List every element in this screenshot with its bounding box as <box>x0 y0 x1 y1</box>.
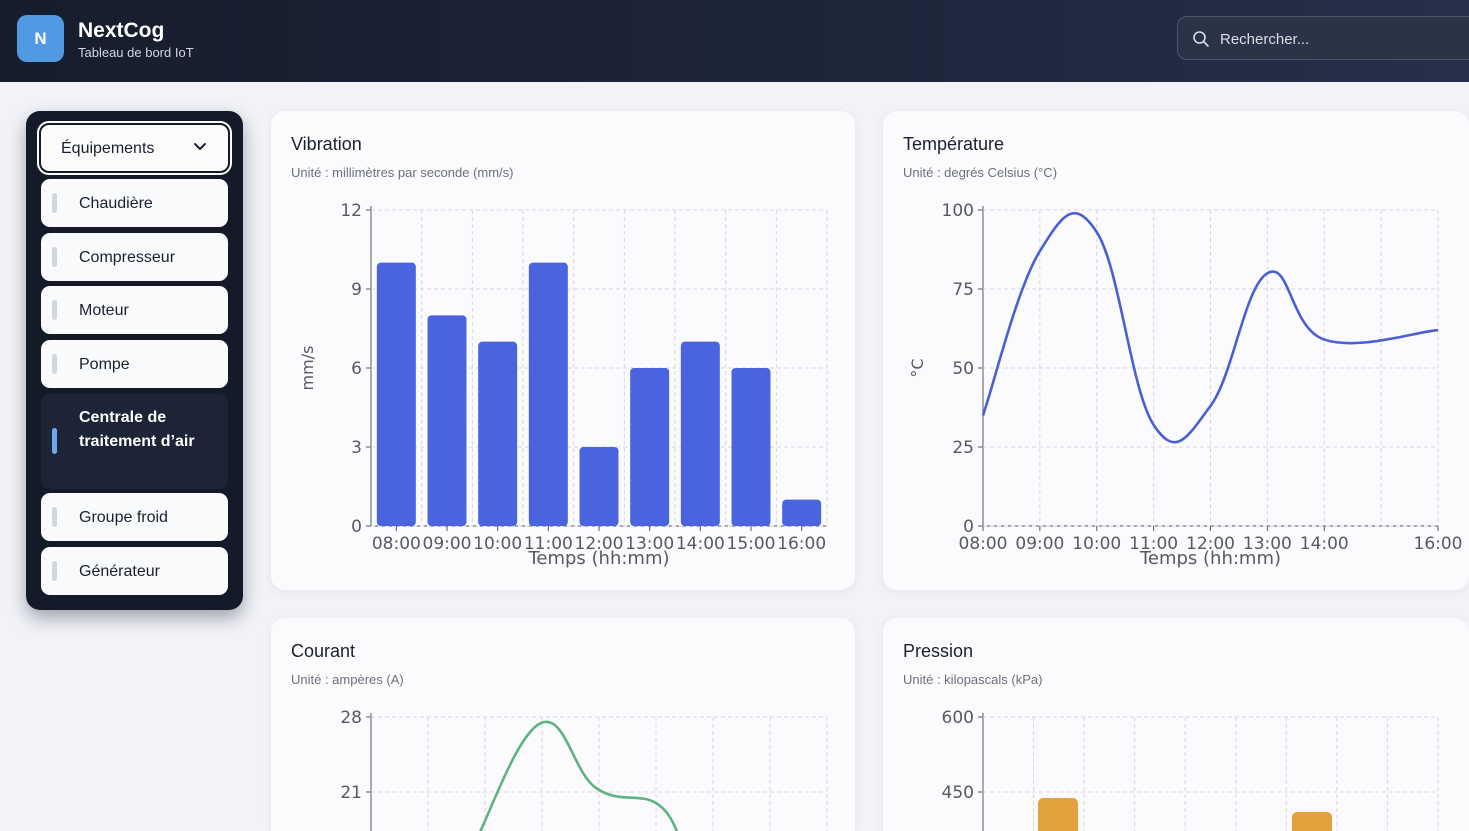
item-indicator <box>52 247 57 267</box>
x-tick-label: 10:00 <box>1072 534 1121 554</box>
y-tick-label: 9 <box>351 280 362 300</box>
bar-16:00 <box>782 499 822 526</box>
item-indicator <box>52 300 57 320</box>
y-axis-label: mm/s <box>298 346 317 391</box>
sidebar-item-centrale-traitement-air[interactable]: Centrale de traitement d’air <box>41 394 228 489</box>
sidebar-item-generateur[interactable]: Générateur <box>41 547 228 595</box>
item-indicator <box>52 354 57 374</box>
current-chart: 28 21 <box>340 708 828 831</box>
search-input[interactable] <box>1220 27 1460 51</box>
app-subtitle: Tableau de bord IoT <box>78 45 194 60</box>
temperature-card: Température Unité : degrés Celsius (°C) … <box>883 111 1469 590</box>
card-title: Courant <box>291 641 356 661</box>
temperature-line <box>981 211 1439 444</box>
bar-13:00 <box>630 368 670 526</box>
sidebar-item-label: Chaudière <box>79 195 153 212</box>
card-unit: Unité : millimètres par seconde (mm/s) <box>291 165 514 180</box>
x-tick-label: 15:00 <box>727 534 776 554</box>
item-indicator <box>52 561 57 581</box>
sidebar-item-label: Compresseur <box>79 249 176 266</box>
card-unit: Unité : ampères (A) <box>291 672 404 687</box>
equipment-dropdown[interactable]: Équipements <box>37 121 232 175</box>
sidebar-item-groupe-froid[interactable]: Groupe froid <box>41 493 228 541</box>
x-tick-label: 16:00 <box>1414 534 1463 554</box>
sidebar-item-pompe[interactable]: Pompe <box>41 340 228 388</box>
y-tick-label: 25 <box>952 438 974 458</box>
x-tick-label: 14:00 <box>1300 534 1349 554</box>
x-tick-label: 11:00 <box>524 534 573 554</box>
item-indicator <box>52 507 57 527</box>
search-icon <box>1193 31 1209 47</box>
item-indicator <box>52 428 57 454</box>
sidebar-item-label: Moteur <box>79 302 129 319</box>
y-tick-label: 21 <box>340 783 362 803</box>
equipment-sidebar: Équipements Chaudière Compresseur Moteur… <box>26 111 243 610</box>
y-tick-label: 50 <box>952 359 974 379</box>
pressure-card: Pression Unité : kilopascals (kPa) 600 45… <box>883 618 1469 831</box>
item-indicator <box>52 193 57 213</box>
x-axis-label: Temps (hh:mm) <box>1139 548 1281 569</box>
top-bar: N NextCog Tableau de bord IoT <box>0 0 1469 82</box>
logo-badge: N <box>17 15 64 62</box>
bar-14:00 <box>680 341 720 526</box>
card-title: Pression <box>903 641 974 661</box>
sidebar-item-label: Pompe <box>79 356 130 373</box>
x-tick-label: 12:00 <box>575 534 624 554</box>
pressure-bar <box>1038 798 1078 831</box>
x-tick-label: 10:00 <box>473 534 522 554</box>
bar-11:00 <box>528 262 568 526</box>
x-tick-label: 14:00 <box>676 534 725 554</box>
x-tick-label: 13:00 <box>625 534 674 554</box>
x-tick-label: 12:00 <box>1186 534 1235 554</box>
y-tick-label: 0 <box>963 517 974 537</box>
x-tick-label: 13:00 <box>1243 534 1292 554</box>
sidebar-item-moteur[interactable]: Moteur <box>41 286 228 334</box>
bar-09:00 <box>427 315 467 526</box>
y-tick-label: 100 <box>942 201 974 221</box>
y-tick-label: 75 <box>952 280 974 300</box>
chevron-down-icon <box>194 143 206 150</box>
x-axis-label: Temps (hh:mm) <box>527 548 669 569</box>
x-tick-label: 11:00 <box>1129 534 1178 554</box>
bar-10:00 <box>478 341 518 526</box>
sidebar-item-label: Centrale de traitement d’air <box>79 409 195 450</box>
vibration-chart: 0 3 6 9 12 08:00 09:00 10:00 11:00 12:00 13:00 14:0… <box>298 201 828 569</box>
card-title: Température <box>903 134 1005 154</box>
card-unit: Unité : degrés Celsius (°C) <box>903 165 1058 180</box>
bar-08:00 <box>376 262 416 526</box>
dropdown-label: Équipements <box>61 140 155 157</box>
card-unit: Unité : kilopascals (kPa) <box>903 672 1043 687</box>
current-line <box>479 720 679 831</box>
y-tick-label: 3 <box>351 438 362 458</box>
app-name: NextCog <box>78 19 165 42</box>
x-tick-label: 09:00 <box>1015 534 1064 554</box>
y-tick-label: 450 <box>942 783 974 803</box>
sidebar-item-chaudiere[interactable]: Chaudière <box>41 179 228 227</box>
current-card: Courant Unité : ampères (A) 28 21 <box>271 618 855 831</box>
x-tick-label: 08:00 <box>372 534 421 554</box>
vibration-card: Vibration Unité : millimètres par second… <box>271 111 855 590</box>
x-tick-label: 09:00 <box>423 534 472 554</box>
pressure-chart: 600 450 <box>942 708 1439 831</box>
y-tick-label: 600 <box>942 708 974 728</box>
y-tick-label: 12 <box>340 201 362 221</box>
pressure-bar <box>1292 812 1332 831</box>
temperature-chart: 0 25 50 75 100 08:00 09:00 10:00 11:00 12:00 13:00… <box>908 201 1463 569</box>
y-axis-label: °C <box>908 358 927 377</box>
bar-12:00 <box>579 447 619 526</box>
y-tick-label: 28 <box>340 708 362 728</box>
y-tick-label: 0 <box>351 517 362 537</box>
y-tick-label: 6 <box>351 359 362 379</box>
sidebar-item-compresseur[interactable]: Compresseur <box>41 233 228 281</box>
sidebar-item-label: Groupe froid <box>79 509 168 526</box>
sidebar-item-label: Générateur <box>79 563 160 580</box>
x-tick-label: 08:00 <box>959 534 1008 554</box>
x-tick-label: 16:00 <box>777 534 826 554</box>
bar-15:00 <box>731 368 771 526</box>
card-title: Vibration <box>291 134 362 154</box>
search-box[interactable] <box>1177 16 1469 60</box>
